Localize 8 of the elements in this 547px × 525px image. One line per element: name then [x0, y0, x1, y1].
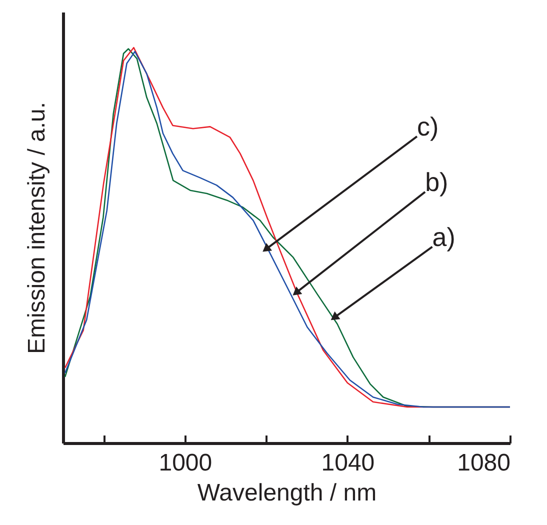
- y-axis-title: Emission intensity / a.u.: [24, 102, 50, 354]
- x-tick-label: 1040: [321, 450, 375, 476]
- annotation: a): [432, 222, 456, 252]
- x-axis-title: Wavelength / nm: [197, 480, 377, 506]
- annotation: c): [416, 111, 439, 142]
- x-tick-label: 1080: [457, 450, 510, 476]
- x-tick-label: 1000: [158, 450, 212, 476]
- annotation: b): [425, 166, 448, 197]
